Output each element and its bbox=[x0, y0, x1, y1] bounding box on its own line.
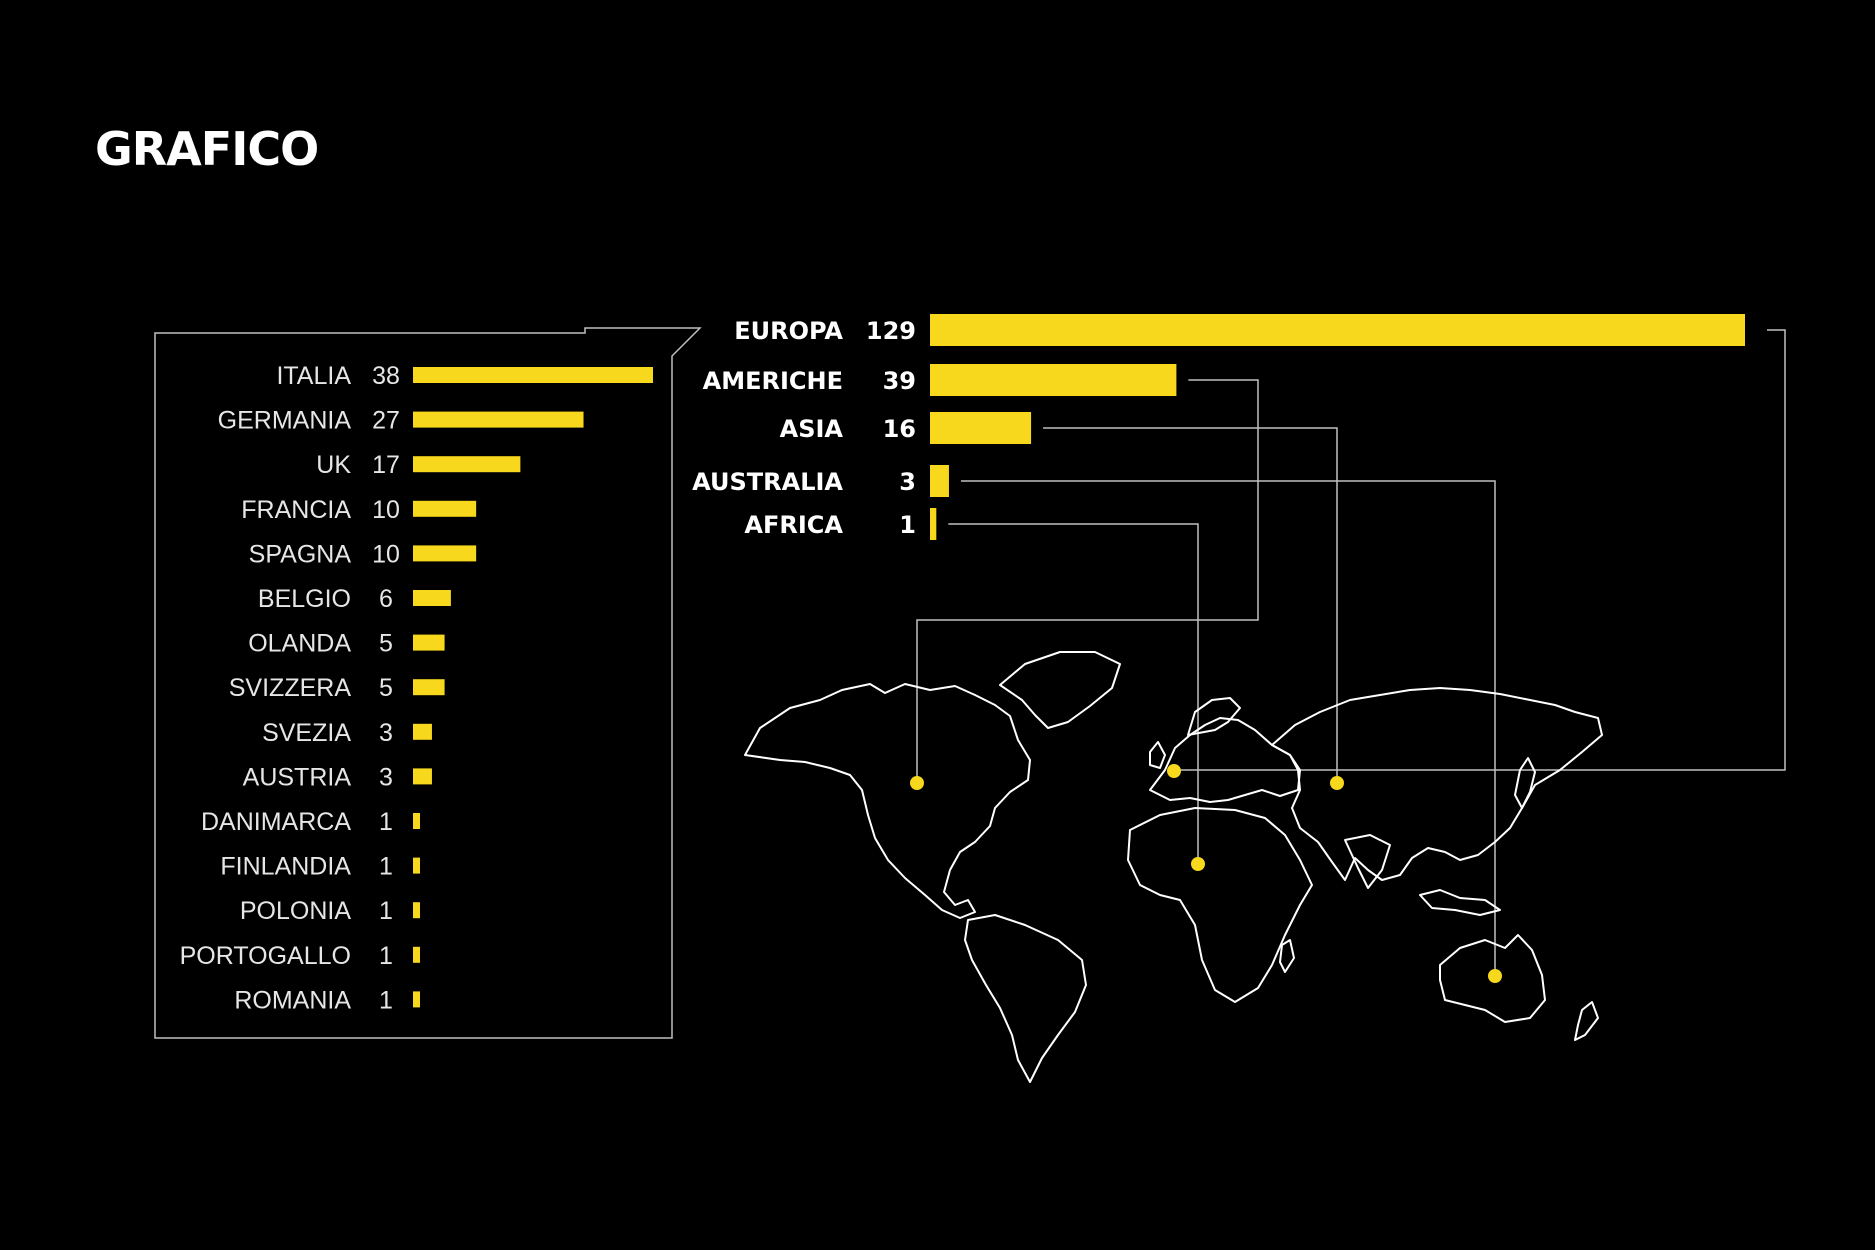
map-asia bbox=[1271, 687, 1603, 881]
region-value-europa: 129 bbox=[866, 317, 916, 345]
country-label-uk: UK bbox=[316, 451, 351, 479]
connector-lines bbox=[916, 329, 1786, 976]
country-bar-polonia bbox=[413, 902, 420, 919]
country-value-olanda: 5 bbox=[379, 630, 393, 658]
country-label-romania: ROMANIA bbox=[234, 986, 351, 1014]
country-label-svizzera: SVIZZERA bbox=[229, 674, 352, 702]
connector-africa bbox=[948, 523, 1199, 864]
map-marker-europa bbox=[1167, 764, 1181, 778]
country-bar-olanda bbox=[413, 634, 445, 651]
country-label-olanda: OLANDA bbox=[248, 630, 351, 658]
region-bar-asia bbox=[930, 412, 1032, 444]
country-panel-frame bbox=[154, 327, 702, 1039]
country-bar-finlandia bbox=[413, 857, 420, 874]
country-label-italia: ITALIA bbox=[276, 362, 351, 390]
country-value-danimarca: 1 bbox=[379, 808, 393, 836]
map-new-zealand bbox=[1574, 1001, 1599, 1041]
country-bar-uk bbox=[413, 456, 521, 473]
country-bar-francia bbox=[413, 500, 477, 517]
country-value-portogallo: 1 bbox=[379, 942, 393, 970]
country-value-germania: 27 bbox=[372, 407, 400, 435]
connector-europa bbox=[1174, 329, 1786, 771]
country-label-germania: GERMANIA bbox=[218, 407, 352, 435]
country-bar-danimarca bbox=[413, 813, 420, 829]
map-africa bbox=[1127, 807, 1313, 1003]
map-japan bbox=[1514, 757, 1536, 809]
country-value-polonia: 1 bbox=[379, 897, 393, 925]
map-south-america bbox=[964, 914, 1087, 1083]
map-marker-africa bbox=[1191, 857, 1205, 871]
map-marker-americhe bbox=[910, 776, 924, 790]
country-bar-belgio bbox=[413, 590, 451, 606]
region-bar-australia bbox=[930, 465, 949, 497]
country-label-austria: AUSTRIA bbox=[243, 763, 352, 791]
region-value-asia: 16 bbox=[883, 415, 916, 443]
map-marker-asia bbox=[1330, 776, 1344, 790]
connector-australia bbox=[960, 480, 1496, 976]
world-map bbox=[744, 651, 1603, 1083]
country-bar-germania bbox=[413, 411, 584, 428]
region-bar-europa bbox=[930, 314, 1745, 346]
map-markers bbox=[910, 764, 1502, 983]
connector-asia bbox=[1043, 427, 1338, 783]
map-madagascar bbox=[1279, 939, 1295, 973]
country-bar-chart: ITALIA 38 GERMANIA 27 UK 17 FRANCIA 10 SPAGNA 10 B… bbox=[180, 362, 653, 1014]
country-label-danimarca: DANIMARCA bbox=[201, 808, 351, 836]
map-indonesia bbox=[1419, 889, 1501, 916]
map-australia bbox=[1439, 934, 1546, 1023]
region-label-australia: AUSTRALIA bbox=[692, 468, 843, 496]
map-north-america bbox=[744, 683, 1031, 919]
region-value-americhe: 39 bbox=[883, 367, 916, 395]
country-value-svizzera: 5 bbox=[379, 674, 393, 702]
country-bar-italia bbox=[413, 367, 653, 383]
country-bar-austria bbox=[413, 768, 432, 785]
country-bar-romania bbox=[413, 991, 420, 1008]
country-value-belgio: 6 bbox=[379, 585, 393, 613]
country-label-polonia: POLONIA bbox=[240, 897, 351, 925]
country-value-francia: 10 bbox=[372, 496, 400, 524]
map-marker-australia bbox=[1488, 969, 1502, 983]
country-label-belgio: BELGIO bbox=[258, 585, 351, 613]
region-bar-chart: EUROPA 129 AMERICHE 39 ASIA 16 AUSTRALIA 3 AFRIC… bbox=[692, 314, 1745, 540]
map-europe bbox=[1149, 717, 1301, 803]
region-value-australia: 3 bbox=[899, 468, 916, 496]
region-label-americhe: AMERICHE bbox=[703, 367, 843, 395]
region-label-africa: AFRICA bbox=[744, 511, 843, 539]
country-value-finlandia: 1 bbox=[379, 853, 393, 881]
map-greenland bbox=[999, 651, 1121, 729]
country-bar-svizzera bbox=[413, 679, 445, 696]
region-value-africa: 1 bbox=[899, 511, 916, 539]
country-label-svezia: SVEZIA bbox=[262, 719, 351, 747]
region-bar-americhe bbox=[930, 364, 1177, 396]
region-bar-africa bbox=[930, 508, 937, 540]
country-bar-portogallo bbox=[413, 946, 420, 963]
country-label-finlandia: FINLANDIA bbox=[220, 853, 351, 881]
country-value-romania: 1 bbox=[379, 986, 393, 1014]
map-scandinavia bbox=[1187, 697, 1241, 736]
country-value-uk: 17 bbox=[372, 451, 400, 479]
region-label-europa: EUROPA bbox=[734, 317, 843, 345]
map-uk bbox=[1149, 741, 1166, 769]
country-bar-svezia bbox=[413, 723, 432, 740]
map-india bbox=[1344, 834, 1391, 889]
country-label-portogallo: PORTOGALLO bbox=[180, 942, 351, 970]
country-label-spagna: SPAGNA bbox=[249, 540, 352, 568]
country-value-spagna: 10 bbox=[372, 540, 400, 568]
country-value-austria: 3 bbox=[379, 763, 393, 791]
country-value-svezia: 3 bbox=[379, 719, 393, 747]
connector-americhe bbox=[916, 379, 1259, 783]
country-label-francia: FRANCIA bbox=[241, 496, 351, 524]
chart-title: GRAFICO bbox=[95, 122, 319, 176]
country-value-italia: 38 bbox=[372, 362, 400, 390]
country-bar-spagna bbox=[413, 545, 477, 562]
region-label-asia: ASIA bbox=[780, 415, 844, 443]
